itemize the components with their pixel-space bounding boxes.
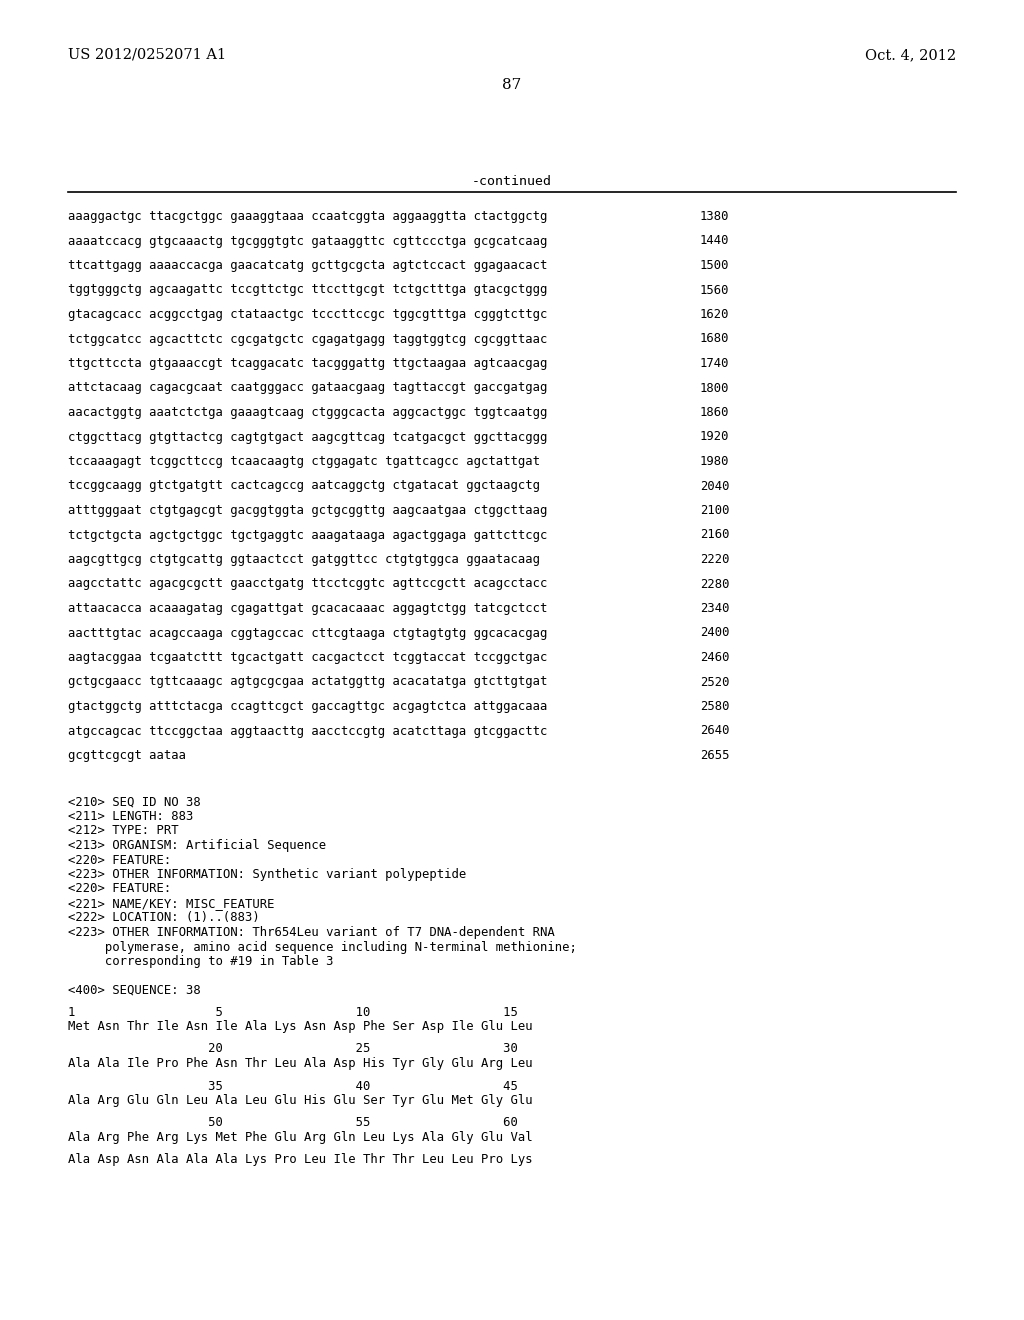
Text: 1920: 1920 <box>700 430 729 444</box>
Text: aagtacggaa tcgaatcttt tgcactgatt cacgactcct tcggtaccat tccggctgac: aagtacggaa tcgaatcttt tgcactgatt cacgact… <box>68 651 548 664</box>
Text: 2580: 2580 <box>700 700 729 713</box>
Text: 2655: 2655 <box>700 748 729 762</box>
Text: <210> SEQ ID NO 38: <210> SEQ ID NO 38 <box>68 796 201 808</box>
Text: <222> LOCATION: (1)..(883): <222> LOCATION: (1)..(883) <box>68 912 260 924</box>
Text: <211> LENGTH: 883: <211> LENGTH: 883 <box>68 810 194 822</box>
Text: atttgggaat ctgtgagcgt gacggtggta gctgcggttg aagcaatgaa ctggcttaag: atttgggaat ctgtgagcgt gacggtggta gctgcgg… <box>68 504 548 517</box>
Text: 1800: 1800 <box>700 381 729 395</box>
Text: aagcctattc agacgcgctt gaacctgatg ttcctcggtc agttccgctt acagcctacc: aagcctattc agacgcgctt gaacctgatg ttcctcg… <box>68 578 548 590</box>
Text: gcgttcgcgt aataa: gcgttcgcgt aataa <box>68 748 186 762</box>
Text: corresponding to #19 in Table 3: corresponding to #19 in Table 3 <box>68 954 334 968</box>
Text: 1560: 1560 <box>700 284 729 297</box>
Text: aacactggtg aaatctctga gaaagtcaag ctgggcacta aggcactggc tggtcaatgg: aacactggtg aaatctctga gaaagtcaag ctgggca… <box>68 407 548 418</box>
Text: attctacaag cagacgcaat caatgggacc gataacgaag tagttaccgt gaccgatgag: attctacaag cagacgcaat caatgggacc gataacg… <box>68 381 548 395</box>
Text: gtacagcacc acggcctgag ctataactgc tcccttccgc tggcgtttga cgggtcttgc: gtacagcacc acggcctgag ctataactgc tcccttc… <box>68 308 548 321</box>
Text: <213> ORGANISM: Artificial Sequence: <213> ORGANISM: Artificial Sequence <box>68 840 326 851</box>
Text: polymerase, amino acid sequence including N-terminal methionine;: polymerase, amino acid sequence includin… <box>68 940 577 953</box>
Text: <221> NAME/KEY: MISC_FEATURE: <221> NAME/KEY: MISC_FEATURE <box>68 898 274 909</box>
Text: US 2012/0252071 A1: US 2012/0252071 A1 <box>68 48 226 62</box>
Text: 2040: 2040 <box>700 479 729 492</box>
Text: Ala Arg Glu Gln Leu Ala Leu Glu His Glu Ser Tyr Glu Met Gly Glu: Ala Arg Glu Gln Leu Ala Leu Glu His Glu … <box>68 1094 532 1107</box>
Text: Ala Asp Asn Ala Ala Ala Lys Pro Leu Ile Thr Thr Leu Leu Pro Lys: Ala Asp Asn Ala Ala Ala Lys Pro Leu Ile … <box>68 1154 532 1167</box>
Text: gctgcgaacc tgttcaaagc agtgcgcgaa actatggttg acacatatga gtcttgtgat: gctgcgaacc tgttcaaagc agtgcgcgaa actatgg… <box>68 676 548 689</box>
Text: 1                   5                  10                  15: 1 5 10 15 <box>68 1006 518 1019</box>
Text: 1620: 1620 <box>700 308 729 321</box>
Text: Ala Ala Ile Pro Phe Asn Thr Leu Ala Asp His Tyr Gly Glu Arg Leu: Ala Ala Ile Pro Phe Asn Thr Leu Ala Asp … <box>68 1057 532 1071</box>
Text: 1980: 1980 <box>700 455 729 469</box>
Text: 1440: 1440 <box>700 235 729 248</box>
Text: 87: 87 <box>503 78 521 92</box>
Text: 1860: 1860 <box>700 407 729 418</box>
Text: 2100: 2100 <box>700 504 729 517</box>
Text: tccggcaagg gtctgatgtt cactcagccg aatcaggctg ctgatacat ggctaagctg: tccggcaagg gtctgatgtt cactcagccg aatcagg… <box>68 479 540 492</box>
Text: 2460: 2460 <box>700 651 729 664</box>
Text: gtactggctg atttctacga ccagttcgct gaccagttgc acgagtctca attggacaaa: gtactggctg atttctacga ccagttcgct gaccagt… <box>68 700 548 713</box>
Text: 2160: 2160 <box>700 528 729 541</box>
Text: tccaaagagt tcggcttccg tcaacaagtg ctggagatc tgattcagcc agctattgat: tccaaagagt tcggcttccg tcaacaagtg ctggaga… <box>68 455 540 469</box>
Text: 1680: 1680 <box>700 333 729 346</box>
Text: -continued: -continued <box>472 176 552 187</box>
Text: <220> FEATURE:: <220> FEATURE: <box>68 883 171 895</box>
Text: 50                  55                  60: 50 55 60 <box>68 1117 518 1130</box>
Text: tctggcatcc agcacttctc cgcgatgctc cgagatgagg taggtggtcg cgcggttaac: tctggcatcc agcacttctc cgcgatgctc cgagatg… <box>68 333 548 346</box>
Text: attaacacca acaaagatag cgagattgat gcacacaaac aggagtctgg tatcgctcct: attaacacca acaaagatag cgagattgat gcacaca… <box>68 602 548 615</box>
Text: <400> SEQUENCE: 38: <400> SEQUENCE: 38 <box>68 983 201 997</box>
Text: 2220: 2220 <box>700 553 729 566</box>
Text: 2520: 2520 <box>700 676 729 689</box>
Text: 2640: 2640 <box>700 725 729 738</box>
Text: ttcattgagg aaaaccacga gaacatcatg gcttgcgcta agtctccact ggagaacact: ttcattgagg aaaaccacga gaacatcatg gcttgcg… <box>68 259 548 272</box>
Text: <223> OTHER INFORMATION: Synthetic variant polypeptide: <223> OTHER INFORMATION: Synthetic varia… <box>68 869 466 880</box>
Text: aactttgtac acagccaaga cggtagccac cttcgtaaga ctgtagtgtg ggcacacgag: aactttgtac acagccaaga cggtagccac cttcgta… <box>68 627 548 639</box>
Text: aaaatccacg gtgcaaactg tgcgggtgtc gataaggttc cgttccctga gcgcatcaag: aaaatccacg gtgcaaactg tgcgggtgtc gataagg… <box>68 235 548 248</box>
Text: Oct. 4, 2012: Oct. 4, 2012 <box>865 48 956 62</box>
Text: 35                  40                  45: 35 40 45 <box>68 1080 518 1093</box>
Text: 2340: 2340 <box>700 602 729 615</box>
Text: tggtgggctg agcaagattc tccgttctgc ttccttgcgt tctgctttga gtacgctggg: tggtgggctg agcaagattc tccgttctgc ttccttg… <box>68 284 548 297</box>
Text: <223> OTHER INFORMATION: Thr654Leu variant of T7 DNA-dependent RNA: <223> OTHER INFORMATION: Thr654Leu varia… <box>68 927 555 939</box>
Text: <220> FEATURE:: <220> FEATURE: <box>68 854 171 866</box>
Text: Ala Arg Phe Arg Lys Met Phe Glu Arg Gln Leu Lys Ala Gly Glu Val: Ala Arg Phe Arg Lys Met Phe Glu Arg Gln … <box>68 1131 532 1144</box>
Text: Met Asn Thr Ile Asn Ile Ala Lys Asn Asp Phe Ser Asp Ile Glu Leu: Met Asn Thr Ile Asn Ile Ala Lys Asn Asp … <box>68 1020 532 1034</box>
Text: ttgcttccta gtgaaaccgt tcaggacatc tacgggattg ttgctaagaa agtcaacgag: ttgcttccta gtgaaaccgt tcaggacatc tacggga… <box>68 356 548 370</box>
Text: aagcgttgcg ctgtgcattg ggtaactcct gatggttcc ctgtgtggca ggaatacaag: aagcgttgcg ctgtgcattg ggtaactcct gatggtt… <box>68 553 540 566</box>
Text: atgccagcac ttccggctaa aggtaacttg aacctccgtg acatcttaga gtcggacttc: atgccagcac ttccggctaa aggtaacttg aacctcc… <box>68 725 548 738</box>
Text: 1500: 1500 <box>700 259 729 272</box>
Text: 20                  25                  30: 20 25 30 <box>68 1043 518 1056</box>
Text: 2400: 2400 <box>700 627 729 639</box>
Text: ctggcttacg gtgttactcg cagtgtgact aagcgttcag tcatgacgct ggcttacggg: ctggcttacg gtgttactcg cagtgtgact aagcgtt… <box>68 430 548 444</box>
Text: 1740: 1740 <box>700 356 729 370</box>
Text: tctgctgcta agctgctggc tgctgaggtc aaagataaga agactggaga gattcttcgc: tctgctgcta agctgctggc tgctgaggtc aaagata… <box>68 528 548 541</box>
Text: 2280: 2280 <box>700 578 729 590</box>
Text: aaaggactgc ttacgctggc gaaaggtaaa ccaatcggta aggaaggtta ctactggctg: aaaggactgc ttacgctggc gaaaggtaaa ccaatcg… <box>68 210 548 223</box>
Text: <212> TYPE: PRT: <212> TYPE: PRT <box>68 825 178 837</box>
Text: 1380: 1380 <box>700 210 729 223</box>
